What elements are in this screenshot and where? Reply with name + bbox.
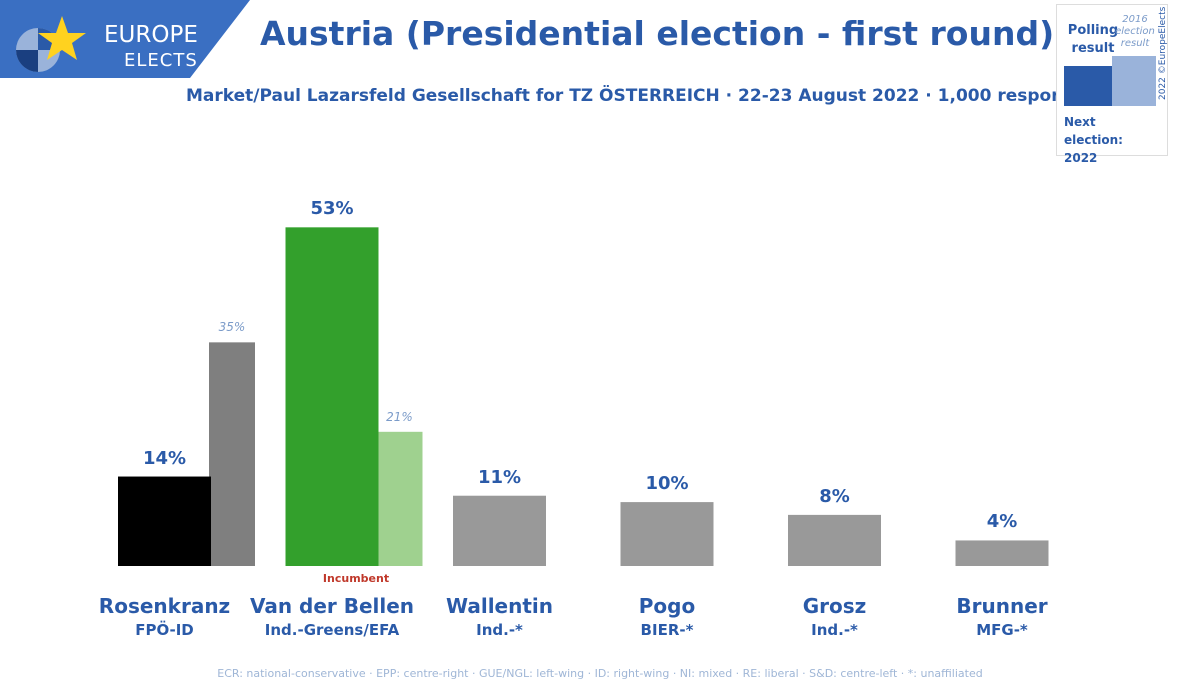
legend-polling-swatch bbox=[1064, 66, 1112, 106]
candidate-name-brunner: Brunner bbox=[956, 594, 1048, 618]
label-2016-rosenkranz: 35% bbox=[218, 320, 246, 335]
candidate-name-pogo: Pogo bbox=[638, 594, 696, 618]
value-label-grosz: 8% bbox=[819, 485, 850, 507]
party-group-footnote: ECR: national-conservative · EPP: centre… bbox=[217, 667, 983, 680]
bar-poll-grosz bbox=[788, 514, 881, 566]
bar-poll-wallentin bbox=[453, 495, 546, 566]
candidate-party-rosenkranz: FPÖ-ID bbox=[135, 621, 194, 639]
value-label-rosenkranz: 14% bbox=[142, 447, 187, 469]
candidate-name-wallentin: Wallentin bbox=[445, 594, 554, 618]
legend bbox=[1056, 4, 1168, 156]
candidate-name-van-der-bellen: Van der Bellen bbox=[249, 594, 415, 618]
candidate-party-brunner: MFG-* bbox=[976, 621, 1028, 639]
bar-2016-van-der-bellen bbox=[376, 431, 423, 566]
value-label-van-der-bellen: 53% bbox=[310, 198, 354, 220]
label-2016-van-der-bellen: 21% bbox=[386, 409, 413, 424]
bar-poll-brunner bbox=[955, 540, 1049, 566]
bar-poll-van-der-bellen bbox=[285, 227, 379, 566]
logo-line2: ELECTS bbox=[124, 50, 198, 71]
value-label-wallentin: 11% bbox=[477, 466, 522, 488]
bar-poll-rosenkranz bbox=[118, 476, 211, 566]
candidate-name-rosenkranz: Rosenkranz bbox=[98, 594, 231, 618]
incumbent-annotation: Incumbent bbox=[322, 572, 390, 585]
bar-poll-pogo bbox=[620, 502, 714, 566]
candidate-name-grosz: Grosz bbox=[802, 594, 867, 618]
value-label-pogo: 10% bbox=[645, 473, 689, 495]
bar-2016-rosenkranz bbox=[209, 342, 255, 566]
europe-elects-logo bbox=[0, 0, 250, 78]
candidate-party-van-der-bellen: Ind.-Greens/EFA bbox=[264, 621, 400, 639]
legend-previous-label: 2016 election result bbox=[1115, 14, 1155, 49]
candidate-party-wallentin: Ind.-* bbox=[476, 621, 523, 639]
logo-line1: EUROPE bbox=[104, 22, 198, 48]
legend-polling-label: Polling result bbox=[1067, 23, 1119, 56]
value-label-brunner: 4% bbox=[986, 511, 1018, 533]
candidate-party-pogo: BIER-* bbox=[640, 621, 694, 639]
next-election-label: Next election: 2022 bbox=[1064, 115, 1123, 165]
chart-subtitle: Market/Paul Lazarsfeld Gesellschaft for … bbox=[186, 86, 1118, 106]
chart-title: Austria (Presidential election - first r… bbox=[260, 14, 1055, 53]
legend-previous-swatch bbox=[1112, 56, 1156, 106]
candidate-party-grosz: Ind.-* bbox=[811, 621, 858, 639]
